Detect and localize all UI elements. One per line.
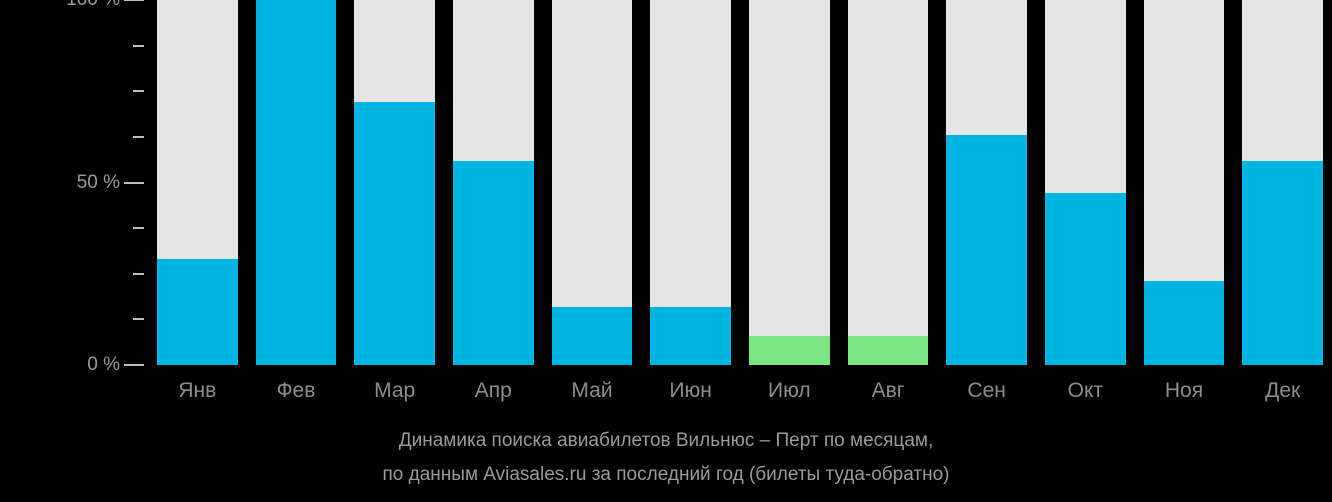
- bar-fill: [453, 160, 534, 365]
- bar-column[interactable]: [1045, 0, 1126, 365]
- x-axis-label: Июл: [768, 379, 811, 402]
- x-axis-label: Янв: [178, 379, 217, 402]
- x-axis-label: Мар: [374, 379, 416, 402]
- bar-fill: [1242, 160, 1323, 365]
- y-axis-tick-minor: [133, 135, 144, 138]
- y-axis-tick-minor: [133, 227, 144, 230]
- bar-fill: [551, 306, 633, 365]
- y-axis-tick-major: [124, 181, 144, 184]
- x-axis-label: Окт: [1067, 379, 1104, 402]
- bar-column[interactable]: [847, 0, 929, 365]
- bar-column[interactable]: [354, 0, 435, 365]
- bar-fill: [946, 135, 1027, 365]
- y-axis: 0 % 50 % 100 %: [0, 0, 148, 375]
- x-axis-label: Дек: [1265, 379, 1301, 402]
- y-axis-tick-major: [124, 364, 144, 366]
- y-axis-label: 50 %: [76, 171, 120, 193]
- bar-fill: [1143, 281, 1225, 365]
- y-axis-label: 0 %: [87, 354, 120, 375]
- bar-fill: [354, 102, 435, 365]
- bar-fill: [255, 0, 337, 365]
- bar-column[interactable]: [1242, 0, 1323, 365]
- bar-column[interactable]: [255, 0, 337, 365]
- plot-area: [148, 0, 1332, 365]
- x-axis: Янв Фев Мар Апр Май Июн Июл Авг Сен Окт Ноя Дек: [148, 365, 1332, 421]
- bar-column[interactable]: [1143, 0, 1225, 365]
- bar-track: [650, 0, 731, 365]
- bar-track: [551, 0, 633, 365]
- x-axis-label: Апр: [474, 379, 512, 402]
- bar-track: [749, 0, 830, 365]
- x-axis-label: Фев: [276, 379, 316, 402]
- bar-fill: [847, 335, 929, 365]
- y-axis-tick-major: [124, 0, 144, 1]
- chart-subtitle: по данным Aviasales.ru за последний год …: [382, 464, 950, 485]
- bar-column[interactable]: [749, 0, 830, 365]
- bar-column[interactable]: [946, 0, 1027, 365]
- bar-column[interactable]: [650, 0, 731, 365]
- bar-column[interactable]: [551, 0, 633, 365]
- bar-fill: [157, 259, 238, 365]
- bar-column[interactable]: [453, 0, 534, 365]
- x-axis-label: Май: [571, 379, 613, 402]
- chart-caption: Динамика поиска авиабилетов Вильнюс – Пе…: [0, 424, 1332, 492]
- x-axis-label: Сен: [967, 379, 1006, 402]
- y-axis-tick-minor: [133, 272, 144, 275]
- y-axis-tick-minor: [133, 90, 144, 93]
- x-axis-label: Авг: [871, 379, 905, 402]
- x-axis-label: Ноя: [1164, 379, 1204, 402]
- y-axis-label: 100 %: [66, 0, 120, 11]
- bar-fill: [749, 335, 830, 365]
- chart-title: Динамика поиска авиабилетов Вильнюс – Пе…: [398, 430, 934, 451]
- x-axis-label: Июн: [669, 379, 712, 402]
- bar-fill: [650, 306, 731, 365]
- bar-fill: [1045, 193, 1126, 365]
- bar-track: [847, 0, 929, 365]
- y-axis-tick-minor: [133, 318, 144, 321]
- bar-column[interactable]: [157, 0, 238, 365]
- y-axis-tick-minor: [133, 44, 144, 47]
